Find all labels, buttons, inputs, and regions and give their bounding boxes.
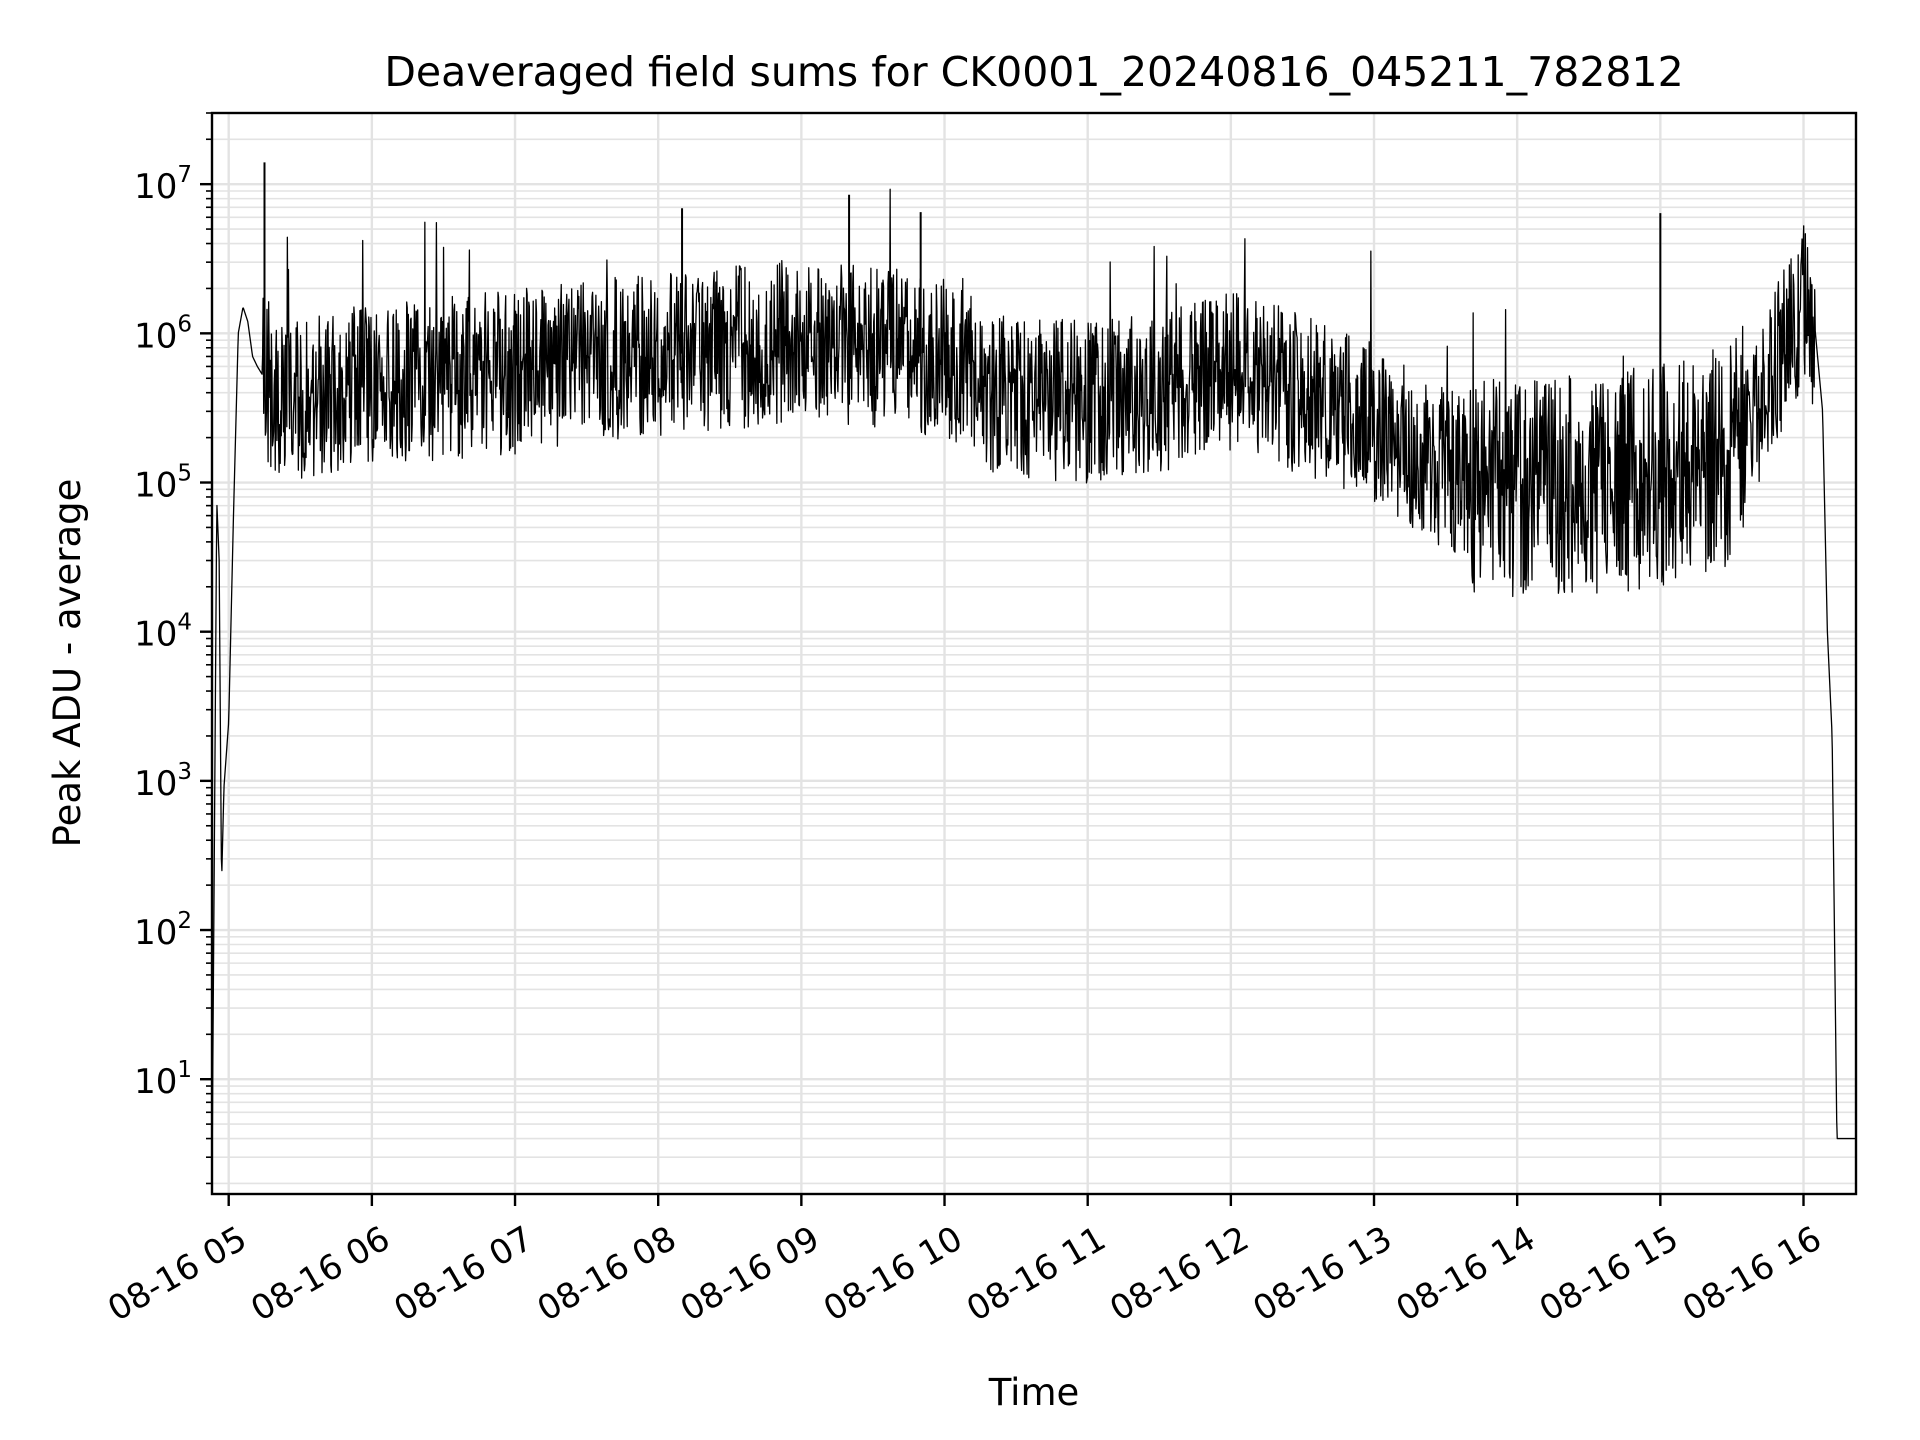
y-tick-label: 104 (134, 610, 192, 655)
y-tick-label: 101 (134, 1057, 192, 1102)
x-axis-label: Time (988, 1371, 1080, 1414)
y-tick-label: 103 (134, 759, 192, 804)
y-tick-label: 106 (134, 311, 192, 356)
y-axis-ticks: 101 102 103 104 105 106 107 (134, 112, 212, 1185)
y-axis-label: Peak ADU - average (46, 479, 89, 848)
chart-title: Deaveraged field sums for CK0001_2024081… (384, 48, 1683, 96)
plot-area (211, 162, 1857, 1184)
y-tick-label: 107 (134, 162, 192, 207)
data-line (211, 188, 1857, 1184)
axes (210, 111, 1858, 1196)
y-tick-label: 105 (134, 461, 192, 506)
y-tick-label: 102 (134, 908, 192, 953)
axes-frame (210, 111, 1858, 1196)
